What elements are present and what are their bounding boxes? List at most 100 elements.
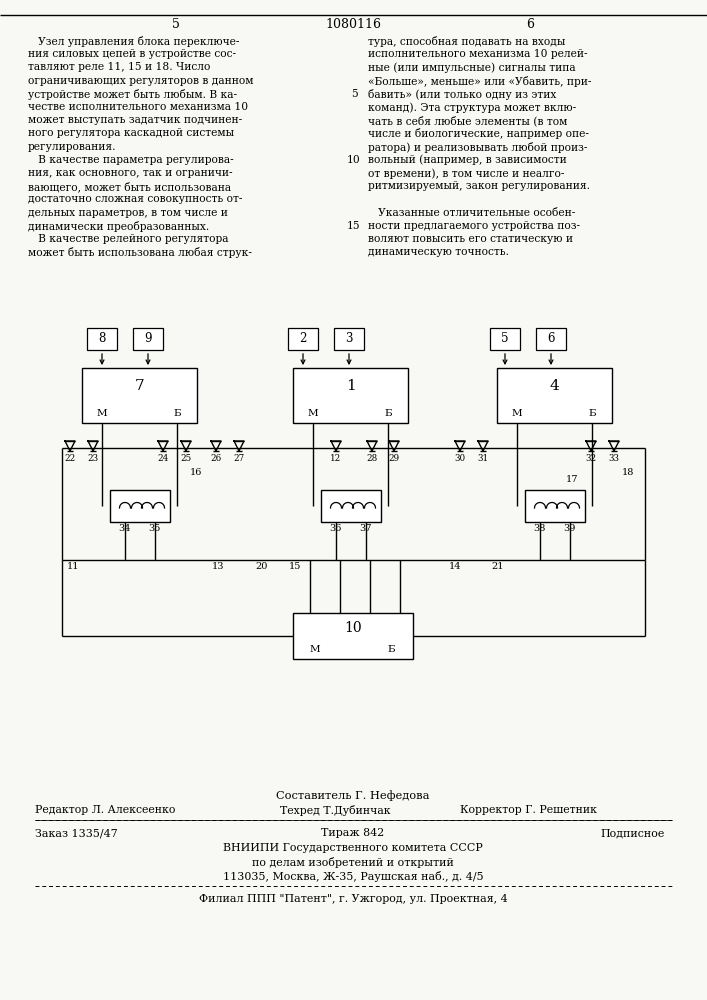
Bar (293, 368, 408, 423)
Text: 24: 24 (158, 454, 169, 463)
Text: Узел управления блока переключе-: Узел управления блока переключе- (28, 36, 240, 47)
Bar (320, 490, 380, 522)
Text: В качестве релейного регулятора: В качестве релейного регулятора (28, 234, 228, 244)
Text: 33: 33 (609, 454, 619, 463)
Text: 21: 21 (492, 562, 504, 571)
Text: Б: Б (588, 410, 596, 418)
Text: числе и биологические, например опе-: числе и биологические, например опе- (368, 128, 589, 139)
Text: дельных параметров, в том числе и: дельных параметров, в том числе и (28, 208, 228, 218)
Text: 12: 12 (330, 454, 341, 463)
Text: 30: 30 (455, 454, 466, 463)
Text: «Больше», меньше» или «Убавить, при-: «Больше», меньше» или «Убавить, при- (368, 76, 592, 87)
Text: Подписное: Подписное (600, 828, 665, 838)
Text: 10: 10 (344, 621, 362, 635)
Text: 8: 8 (98, 332, 105, 346)
Text: честве исполнительного механизма 10: честве исполнительного механизма 10 (28, 102, 248, 112)
Text: Б: Б (384, 410, 392, 418)
Text: 15: 15 (347, 221, 361, 231)
Text: ного регулятора каскадной системы: ного регулятора каскадной системы (28, 128, 234, 138)
Bar (497, 368, 612, 423)
Text: 36: 36 (329, 524, 341, 533)
Text: 4: 4 (549, 379, 559, 393)
Text: ные (или импульсные) сигналы типа: ные (или импульсные) сигналы типа (368, 62, 575, 73)
Bar (87, 328, 117, 350)
Text: исполнительного механизма 10 релей-: исполнительного механизма 10 релей- (368, 49, 588, 59)
Text: М: М (97, 410, 107, 418)
Text: Тираж 842: Тираж 842 (322, 828, 385, 838)
Bar (288, 328, 318, 350)
Text: 26: 26 (211, 454, 221, 463)
Text: М: М (308, 410, 318, 418)
Bar (133, 328, 163, 350)
Text: 27: 27 (233, 454, 245, 463)
Text: по делам изобретений и открытий: по делам изобретений и открытий (252, 857, 454, 868)
Text: Филиал ППП "Патент", г. Ужгород, ул. Проектная, 4: Филиал ППП "Патент", г. Ужгород, ул. Про… (199, 894, 508, 904)
Text: М: М (512, 410, 522, 418)
Text: 10: 10 (347, 155, 361, 165)
Text: ния, как основного, так и ограничи-: ния, как основного, так и ограничи- (28, 168, 233, 178)
Text: 16: 16 (189, 468, 202, 477)
Text: вольный (например, в зависимости: вольный (например, в зависимости (368, 155, 567, 165)
Text: Указанные отличительные особен-: Указанные отличительные особен- (368, 208, 575, 218)
Text: 25: 25 (180, 454, 192, 463)
Text: ности предлагаемого устройства поз-: ности предлагаемого устройства поз- (368, 221, 580, 231)
Text: воляют повысить его статическую и: воляют повысить его статическую и (368, 234, 573, 244)
Text: тура, способная подавать на входы: тура, способная подавать на входы (368, 36, 566, 47)
Text: 13: 13 (212, 562, 224, 571)
Text: может выступать задатчик подчинен-: может выступать задатчик подчинен- (28, 115, 243, 125)
Text: 5: 5 (172, 18, 180, 31)
Text: 3: 3 (345, 332, 353, 346)
Text: команд). Эта структура может вклю-: команд). Эта структура может вклю- (368, 102, 576, 113)
Text: ритмизируемый, закон регулирования.: ритмизируемый, закон регулирования. (368, 181, 590, 191)
Text: 35: 35 (148, 524, 160, 533)
Text: 28: 28 (366, 454, 378, 463)
Text: Б: Б (387, 645, 395, 654)
Text: 2: 2 (299, 332, 307, 346)
Text: 6: 6 (547, 332, 555, 346)
Text: 34: 34 (118, 524, 131, 533)
Text: 37: 37 (359, 524, 372, 533)
Text: 23: 23 (88, 454, 98, 463)
Text: М: М (310, 645, 320, 654)
Text: 14: 14 (449, 562, 461, 571)
Text: В качестве параметра регулирова-: В качестве параметра регулирова- (28, 155, 234, 165)
Text: Техред Т.Дубинчак: Техред Т.Дубинчак (280, 805, 391, 816)
Text: 6: 6 (526, 18, 534, 31)
Text: достаточно сложная совокупность от-: достаточно сложная совокупность от- (28, 194, 243, 204)
Text: регулирования.: регулирования. (28, 142, 117, 152)
Text: тавляют реле 11, 15 и 18. Число: тавляют реле 11, 15 и 18. Число (28, 62, 211, 72)
Text: ратора) и реализовывать любой произ-: ратора) и реализовывать любой произ- (368, 142, 588, 153)
Text: Корректор Г. Решетник: Корректор Г. Решетник (460, 805, 597, 815)
Text: 18: 18 (622, 468, 634, 477)
Bar (110, 490, 170, 522)
Text: ограничивающих регуляторов в данном: ограничивающих регуляторов в данном (28, 76, 254, 86)
Text: 39: 39 (563, 524, 575, 533)
Text: 20: 20 (256, 562, 268, 571)
Text: Б: Б (173, 410, 181, 418)
Bar (82, 368, 197, 423)
Text: 15: 15 (289, 562, 301, 571)
Text: 17: 17 (566, 475, 578, 484)
Text: вающего, может быть использована: вающего, может быть использована (28, 181, 231, 192)
Text: 113035, Москва, Ж-35, Раушская наб., д. 4/5: 113035, Москва, Ж-35, Раушская наб., д. … (223, 871, 484, 882)
Text: Заказ 1335/47: Заказ 1335/47 (35, 828, 117, 838)
Text: 11: 11 (67, 562, 79, 571)
Text: бавить» (или только одну из этих: бавить» (или только одну из этих (368, 89, 556, 100)
Text: Составитель Г. Нефедова: Составитель Г. Нефедова (276, 790, 430, 801)
Text: 22: 22 (64, 454, 76, 463)
Text: ния силовых цепей в устройстве сос-: ния силовых цепей в устройстве сос- (28, 49, 236, 59)
Text: 5: 5 (351, 89, 357, 99)
Bar (536, 328, 566, 350)
Text: Редактор Л. Алексеенко: Редактор Л. Алексеенко (35, 805, 175, 815)
Bar (490, 328, 520, 350)
Text: 32: 32 (585, 454, 597, 463)
Bar (334, 328, 364, 350)
Text: 9: 9 (144, 332, 152, 346)
Text: 29: 29 (388, 454, 399, 463)
Text: устройстве может быть любым. В ка-: устройстве может быть любым. В ка- (28, 89, 237, 100)
Text: 5: 5 (501, 332, 509, 346)
Text: чать в себя любые элементы (в том: чать в себя любые элементы (в том (368, 115, 568, 126)
Text: 7: 7 (135, 379, 144, 393)
Bar (525, 490, 585, 522)
Text: динамическую точность.: динамическую точность. (368, 247, 509, 257)
